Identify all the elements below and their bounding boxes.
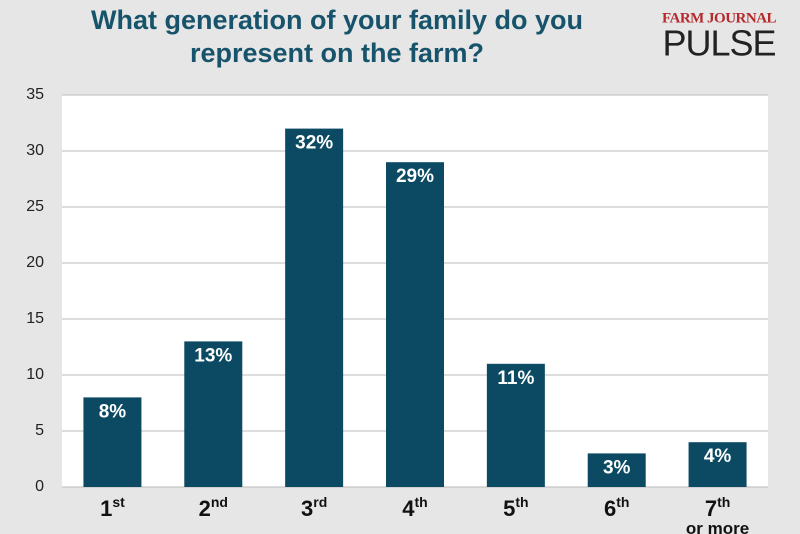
x-tick-label: 2nd [199, 494, 228, 521]
x-tick-label: 7th or more [686, 494, 749, 534]
data-label: 3% [603, 457, 631, 478]
x-tick-label-text: 1st [100, 494, 125, 521]
x-tick-label: 3rd [301, 494, 327, 521]
x-tick-label-text: 7th or more [686, 494, 749, 534]
y-tick-label: 25 [26, 198, 44, 215]
x-tick-label-text: 2nd [199, 494, 228, 521]
data-label: 4% [704, 446, 732, 467]
chart-title: What generation of your family do you re… [90, 5, 584, 68]
x-tick-label: 1st [100, 494, 125, 521]
bar [184, 341, 243, 487]
x-tick-label-text: 5th [503, 494, 528, 521]
y-tick-label: 15 [26, 310, 44, 327]
data-label: 29% [396, 166, 434, 187]
bar [285, 128, 344, 487]
y-tick-label: 5 [35, 422, 44, 439]
logo-bottom: PULSE [662, 23, 775, 64]
bar [83, 397, 142, 487]
data-label: 11% [497, 368, 534, 389]
x-tick-label-text: 3rd [301, 494, 327, 521]
y-tick-label: 0 [35, 478, 44, 495]
x-tick-label-text: 6th [604, 494, 629, 521]
x-tick-label: 4th [402, 494, 427, 521]
data-label: 8% [99, 401, 127, 422]
y-tick-label: 35 [26, 86, 44, 103]
bar [386, 162, 444, 487]
data-label: 32% [295, 133, 333, 154]
x-tick-label: 6th [604, 494, 629, 521]
y-tick-label: 10 [26, 366, 44, 383]
x-tick-label: 5th [503, 494, 528, 521]
logo-top: FARM JOURNAL [662, 10, 777, 26]
bar [486, 363, 545, 487]
y-tick-label: 30 [26, 142, 44, 159]
bar [688, 442, 747, 487]
bar [587, 453, 646, 487]
data-label: 13% [194, 345, 232, 366]
x-tick-label-text: 4th [402, 494, 427, 521]
y-tick-label: 20 [26, 254, 44, 271]
